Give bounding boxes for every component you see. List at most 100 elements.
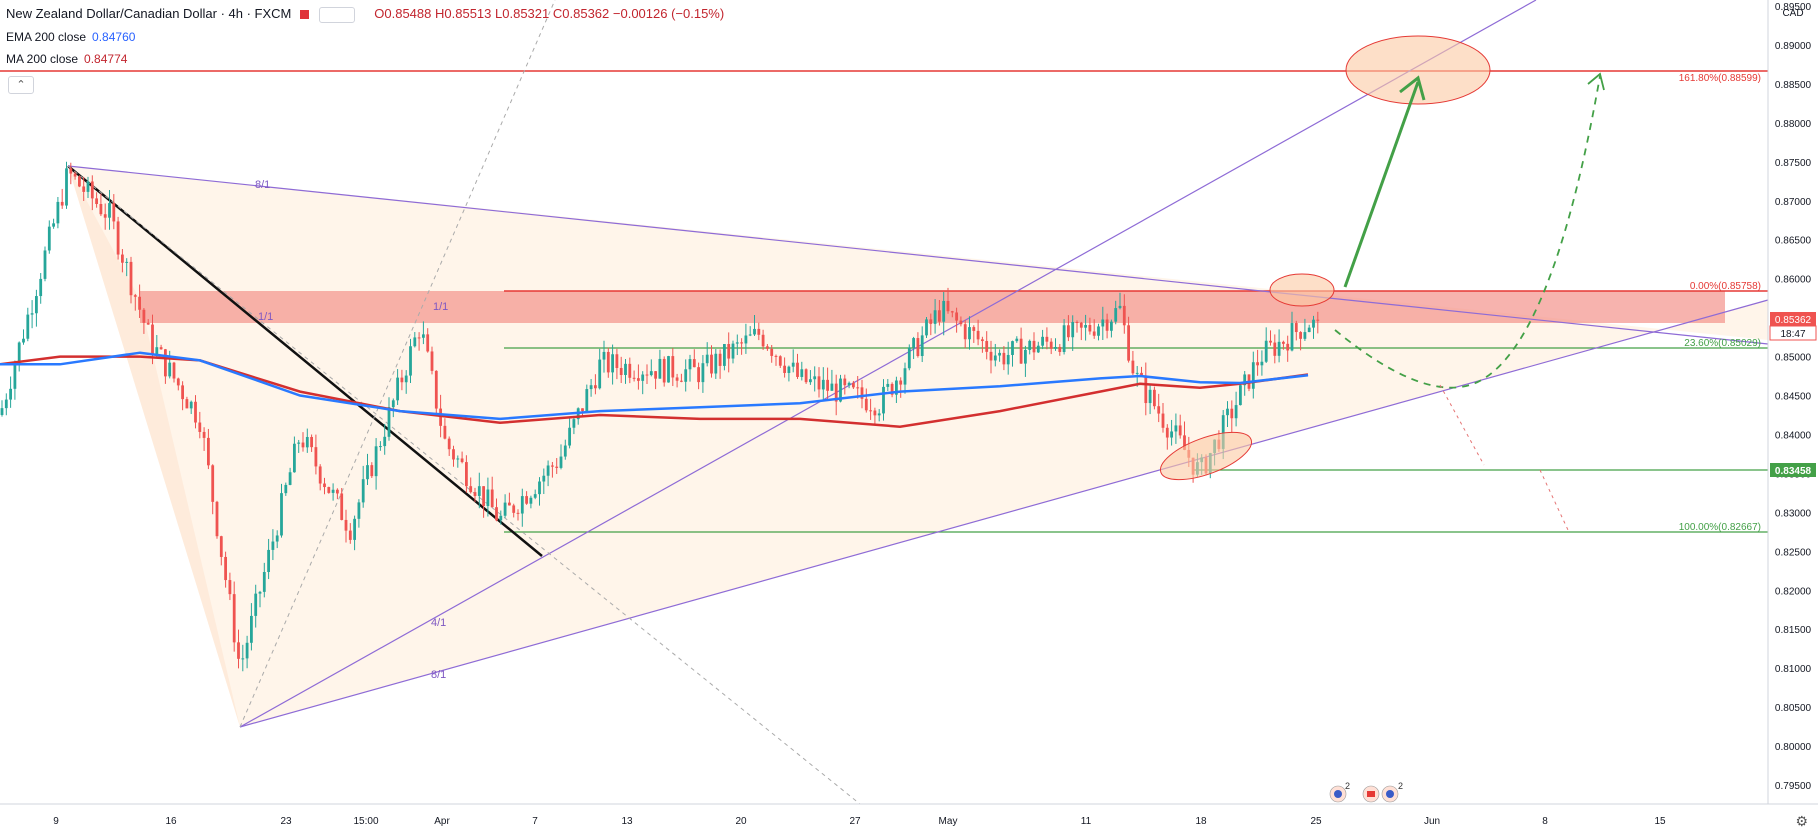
- candle-body: [611, 354, 614, 373]
- y-tick-label: 0.86000: [1775, 275, 1812, 286]
- x-tick-label: 9: [53, 816, 59, 827]
- support-price-badge: 0.83458: [1770, 463, 1816, 477]
- candle-body: [1243, 374, 1247, 386]
- y-tick-label: 0.86500: [1775, 236, 1812, 247]
- gann-label-3: 1/1: [433, 301, 448, 313]
- candle-body: [164, 349, 167, 377]
- candle-body: [318, 466, 322, 484]
- candle-body: [207, 437, 210, 466]
- event-badge-ca[interactable]: 2: [1329, 781, 1350, 803]
- candle-body: [735, 342, 739, 344]
- candle-body: [69, 168, 73, 174]
- candle-body: [1084, 325, 1087, 328]
- price-axis[interactable]: 0.89500 0.89000 0.88500 0.88000 0.87500 0.870…: [1767, 0, 1818, 836]
- candle-body: [568, 427, 571, 446]
- candle-body: [116, 221, 120, 255]
- candle-body: [959, 320, 963, 325]
- candle-body: [60, 201, 64, 206]
- event-badge-ca-nz[interactable]: 2: [1362, 781, 1403, 803]
- visibility-toggle-icon[interactable]: [318, 6, 355, 23]
- candle-body: [1118, 305, 1122, 309]
- candle-body: [1183, 435, 1186, 450]
- candle-body: [1011, 341, 1014, 355]
- support-ellipse: [1159, 431, 1253, 481]
- candle-body: [344, 519, 348, 531]
- candle-body: [972, 327, 976, 331]
- candle-body: [305, 436, 309, 448]
- candle-body: [254, 593, 258, 616]
- candle-body: [529, 497, 533, 504]
- candle-body: [533, 494, 537, 498]
- candle-body: [215, 501, 219, 537]
- candle-body: [890, 383, 894, 395]
- y-tick-label: 0.89000: [1775, 41, 1812, 52]
- candle-body: [155, 347, 159, 355]
- x-tick-label: May: [939, 816, 958, 827]
- candle-body: [52, 223, 55, 227]
- candle-body: [486, 489, 490, 506]
- candle-body: [250, 615, 253, 643]
- candle-body: [327, 487, 331, 493]
- candle-body: [667, 356, 670, 383]
- gear-icon[interactable]: ⚙: [1795, 813, 1808, 829]
- x-tick-label: Jun: [1424, 816, 1440, 827]
- symbol-title[interactable]: New Zealand Dollar/Canadian Dollar · 4h …: [6, 6, 292, 21]
- candle-body: [35, 296, 38, 314]
- ema-indicator-legend[interactable]: EMA 200 close 0.84760: [6, 30, 136, 44]
- candle-body: [598, 359, 602, 389]
- y-tick-label: 0.89500: [1775, 2, 1812, 13]
- candle-body: [1101, 319, 1105, 327]
- candle-body: [800, 369, 804, 377]
- x-tick-label: 27: [849, 816, 861, 827]
- candle-body: [396, 377, 399, 401]
- candle-body: [331, 489, 335, 493]
- candle-body: [684, 369, 688, 382]
- candle-body: [688, 359, 692, 370]
- candle-body: [13, 364, 17, 389]
- y-tick-label: 0.82000: [1775, 586, 1812, 597]
- candle-body: [925, 319, 928, 336]
- candle-body: [284, 484, 288, 494]
- candle-body: [1075, 321, 1079, 323]
- candle-body: [830, 383, 834, 391]
- y-tick-label: 0.79500: [1775, 781, 1812, 792]
- resistance-zone: [140, 291, 1725, 323]
- candle-body: [920, 335, 924, 357]
- chevron-up-icon[interactable]: ⌃: [8, 76, 34, 94]
- candle-body: [753, 328, 756, 335]
- time-axis[interactable]: 9 16 23 15:00 Apr 7 13 20 27 May 11 18 25 Jun 8 15: [0, 803, 1818, 836]
- ma-indicator-legend[interactable]: MA 200 close 0.84774: [6, 52, 128, 66]
- candle-body: [456, 458, 460, 460]
- candle-body: [929, 319, 933, 324]
- candle-body: [740, 342, 743, 344]
- candle-body: [1127, 325, 1130, 361]
- candle-body: [1290, 323, 1294, 351]
- candle-body: [1148, 389, 1152, 404]
- chart-header: New Zealand Dollar/Canadian Dollar · 4h …: [6, 6, 724, 23]
- gann-line-lower: [239, 299, 1769, 728]
- candle-body: [82, 186, 86, 192]
- candle-body: [1097, 326, 1100, 336]
- candle-body: [275, 535, 279, 542]
- candle-body: [826, 379, 829, 391]
- x-tick-label: 7: [532, 816, 538, 827]
- candle-body: [348, 530, 352, 540]
- candle-body: [1006, 354, 1010, 365]
- candle-body: [422, 334, 425, 338]
- gann-label-1: 8/1: [255, 179, 270, 191]
- candle-body: [843, 378, 847, 386]
- candle-body: [293, 443, 296, 473]
- candle-body: [194, 401, 197, 423]
- candle-body: [1153, 389, 1156, 407]
- candle-body: [366, 465, 369, 480]
- candle-body: [744, 335, 748, 344]
- candle-body: [495, 507, 498, 521]
- candle-body: [1114, 308, 1118, 322]
- candle-body: [39, 278, 43, 297]
- candle-body: [280, 493, 283, 536]
- candle-body: [26, 314, 30, 339]
- candle-body: [1294, 323, 1298, 333]
- candle-body: [430, 351, 434, 371]
- candle-body: [56, 201, 60, 224]
